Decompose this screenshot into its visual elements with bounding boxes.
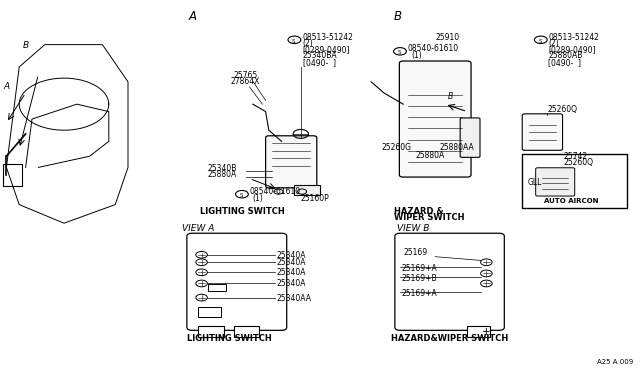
FancyBboxPatch shape [399,61,471,177]
Text: B: B [448,92,453,100]
Bar [198,307,221,317]
Text: 25742: 25742 [564,152,588,161]
Text: 25169+A: 25169+A [401,264,437,273]
FancyBboxPatch shape [234,326,259,337]
Text: 25340BA: 25340BA [303,51,337,60]
Text: B: B [22,41,29,50]
Text: 08513-51242: 08513-51242 [303,33,353,42]
FancyBboxPatch shape [522,154,627,208]
FancyBboxPatch shape [395,233,504,330]
Text: 25880A: 25880A [416,151,445,160]
Text: 25910: 25910 [435,33,460,42]
Text: GLL: GLL [527,178,541,187]
Text: (1): (1) [253,193,264,202]
Text: S: S [397,50,401,55]
Text: 25260G: 25260G [381,142,412,151]
Text: 25340B: 25340B [208,164,237,173]
Text: 25160P: 25160P [301,193,330,202]
Text: (2): (2) [303,39,314,48]
Text: 25340A: 25340A [276,251,306,260]
Text: HAZARD &: HAZARD & [394,207,444,216]
Text: LIGHTING SWITCH: LIGHTING SWITCH [200,207,284,216]
FancyBboxPatch shape [536,168,575,196]
Text: 25169+A: 25169+A [401,289,437,298]
Text: 25340A: 25340A [276,279,306,288]
FancyBboxPatch shape [294,185,320,195]
Text: B: B [394,10,402,23]
Text: A: A [189,10,197,23]
FancyBboxPatch shape [460,118,480,157]
Text: A: A [3,82,10,91]
Text: S: S [292,39,296,44]
Text: WIPER SWITCH: WIPER SWITCH [394,213,464,222]
Text: HAZARD&WIPER SWITCH: HAZARD&WIPER SWITCH [391,334,509,343]
FancyBboxPatch shape [266,136,317,188]
Text: 25260Q: 25260Q [563,158,593,167]
Text: (2): (2) [548,39,559,48]
Text: 08513-51242: 08513-51242 [548,33,599,42]
Text: 25169+B: 25169+B [401,274,437,283]
Text: VIEW A: VIEW A [182,224,215,233]
Text: [0289-0490]: [0289-0490] [548,45,596,54]
Text: A25 A 009: A25 A 009 [597,359,634,365]
Text: 27864X: 27864X [230,77,260,86]
Bar [208,284,226,291]
FancyBboxPatch shape [522,114,563,150]
Text: 25880AA: 25880AA [439,142,474,151]
Text: AUTO AIRCON: AUTO AIRCON [544,198,599,204]
FancyBboxPatch shape [3,164,22,186]
Text: 25260Q: 25260Q [547,105,577,113]
Text: 25340A: 25340A [276,268,306,277]
Text: 25765: 25765 [234,71,258,80]
FancyBboxPatch shape [198,326,224,337]
Text: +: + [482,327,491,337]
Text: 25340A: 25340A [276,258,306,267]
Text: VIEW B: VIEW B [397,224,429,233]
Text: [0490-  ]: [0490- ] [303,58,336,67]
FancyBboxPatch shape [467,326,490,337]
Text: S: S [538,39,542,44]
FancyBboxPatch shape [187,233,287,330]
Text: 08540-61610: 08540-61610 [408,44,459,53]
Text: 25340AA: 25340AA [276,294,312,302]
Text: (1): (1) [411,51,422,60]
Text: S: S [239,193,243,198]
Text: 25169: 25169 [403,248,428,257]
Text: [0490-  ]: [0490- ] [548,58,582,67]
Text: LIGHTING SWITCH: LIGHTING SWITCH [187,334,271,343]
Text: 08540-61610: 08540-61610 [250,187,301,196]
Text: [0289-0490]: [0289-0490] [303,45,350,54]
Text: 25880AB: 25880AB [548,51,583,60]
Text: 25880A: 25880A [208,170,237,179]
